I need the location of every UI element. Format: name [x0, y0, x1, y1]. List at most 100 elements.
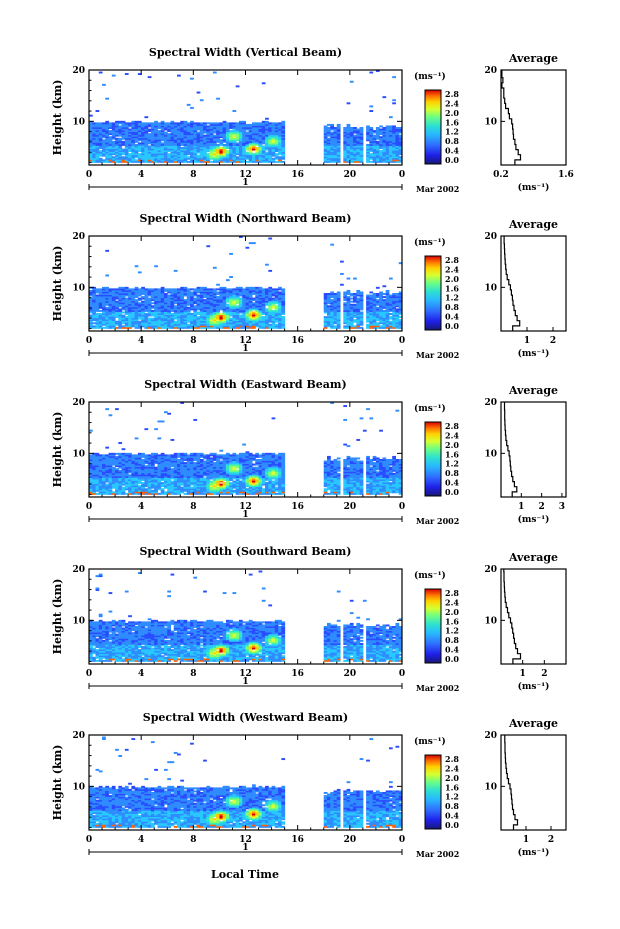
- profile-frame: [500, 734, 567, 831]
- colorbar-tick-label: 1.2: [445, 792, 459, 802]
- colorbar-tick-label: 0.4: [445, 146, 459, 156]
- colorbar-tick-label: 2.4: [445, 597, 459, 607]
- colorbar-tick-label: 1.6: [445, 283, 459, 293]
- x-tick-label: 16: [291, 502, 304, 512]
- date-marker: 1: [242, 843, 248, 853]
- y-tick-label: 10: [72, 117, 85, 127]
- x-tick-label: 20: [344, 669, 357, 679]
- x-tick-label: 0: [86, 835, 92, 845]
- y-axis-label: Height (km): [51, 745, 64, 821]
- colorbar-tick-label: 2.8: [445, 421, 459, 431]
- x-tick-label: 0: [399, 835, 405, 845]
- y-tick-label: 10: [72, 616, 85, 626]
- x-tick-label: 8: [190, 170, 196, 180]
- x-tick-label: 20: [344, 170, 357, 180]
- profile-y-tick-label: 20: [484, 66, 497, 76]
- profile-line: [503, 236, 521, 331]
- colorbar-tick-label: 2.8: [445, 89, 459, 99]
- panel-4: Spectral Width (Westward Beam)1020Height…: [51, 711, 567, 859]
- y-axis-label: Height (km): [51, 579, 64, 655]
- colorbar-tick-label: 0.0: [445, 321, 459, 331]
- profile-y-tick-label: 10: [484, 283, 497, 293]
- colorbar-tick-label: 0.4: [445, 478, 459, 488]
- date-marker: 1: [242, 677, 248, 687]
- x-tick-label: 20: [344, 336, 357, 346]
- profile-x-tick-label: 2: [541, 669, 547, 679]
- x-tick-label: 12: [239, 502, 252, 512]
- colorbar-tick-label: 0.0: [445, 155, 459, 165]
- x-tick-label: 0: [86, 170, 92, 180]
- profile-y-tick-label: 20: [484, 565, 497, 575]
- x-tick-label: 8: [190, 502, 196, 512]
- x-tick-label: 20: [344, 835, 357, 845]
- panel-0: Spectral Width (Vertical Beam) 10 20 Height…: [51, 46, 574, 194]
- profile-title: Average: [508, 218, 558, 231]
- panel-title: Spectral Width (Vertical Beam): [149, 46, 342, 59]
- colorbar-tick-label: 2.8: [445, 255, 459, 265]
- panel-2: Spectral Width (Eastward Beam)1020Height…: [51, 378, 567, 526]
- panel-title: Spectral Width (Northward Beam): [140, 212, 352, 225]
- colorbar: [424, 255, 442, 331]
- colorbar-tick-label: 1.2: [445, 459, 459, 469]
- colorbar-tick-label: 1.6: [445, 117, 459, 127]
- y-tick-label: 10: [72, 283, 85, 293]
- y-tick-label: 20: [72, 731, 85, 741]
- colorbar-tick-label: 2.0: [445, 274, 459, 284]
- date-label: Mar 2002: [416, 849, 459, 859]
- y-tick-label: 10: [72, 449, 85, 459]
- date-label: Mar 2002: [416, 516, 459, 526]
- profile-frame: [500, 568, 567, 665]
- x-tick-label: 0: [399, 502, 405, 512]
- profile-title: Average: [508, 717, 558, 730]
- x-tick-label: 16: [291, 170, 304, 180]
- profile-y-tick-label: 20: [484, 232, 497, 242]
- colorbar-tick-label: 1.2: [445, 293, 459, 303]
- x-tick-label: 8: [190, 835, 196, 845]
- profile-x-tick-label: 1: [518, 502, 524, 512]
- colorbar-unit: (ms⁻¹): [414, 570, 446, 581]
- colorbar-tick-label: 2.8: [445, 588, 459, 598]
- colorbar: [424, 588, 442, 664]
- profile-x-tick-label: 3: [559, 502, 565, 512]
- colorbar-tick-label: 2.0: [445, 440, 459, 450]
- profile-x-tick-label: 2: [550, 336, 556, 346]
- y-tick-label: 20: [72, 565, 85, 575]
- colorbar-tick-label: 2.4: [445, 264, 459, 274]
- x-tick-label: 0: [86, 669, 92, 679]
- profile-y-tick-label: 10: [484, 117, 497, 127]
- profile-x-label: (ms⁻¹): [518, 847, 550, 858]
- profile-frame: [500, 401, 567, 498]
- colorbar-tick-label: 2.0: [445, 607, 459, 617]
- colorbar-tick-label: 2.0: [445, 108, 459, 118]
- date-label: Mar 2002: [416, 184, 459, 194]
- x-tick-label: 4: [138, 170, 144, 180]
- panel-title: Spectral Width (Westward Beam): [143, 711, 348, 724]
- colorbar-tick-label: 2.4: [445, 763, 459, 773]
- date-marker: 1: [242, 344, 248, 354]
- profile-line: [504, 735, 519, 830]
- profile-x-tick-label: 2: [548, 835, 554, 845]
- profile-x-label: (ms⁻¹): [518, 514, 550, 525]
- colorbar: [424, 89, 442, 165]
- x-tick-label: 12: [239, 170, 252, 180]
- x-tick-label: 16: [291, 835, 304, 845]
- colorbar-tick-label: 0.0: [445, 820, 459, 830]
- colorbar: [424, 421, 442, 497]
- heatmap-cells: [89, 236, 403, 329]
- colorbar-tick-label: 0.4: [445, 645, 459, 655]
- profile-line: [501, 70, 522, 165]
- profile-y-tick-label: 10: [484, 616, 497, 626]
- profile-x-tick-label: 1: [524, 336, 530, 346]
- x-tick-label: 12: [239, 336, 252, 346]
- y-axis-label: Height (km): [51, 80, 64, 156]
- x-tick-label: 8: [190, 336, 196, 346]
- y-axis-label: Height (km): [51, 246, 64, 322]
- colorbar-tick-label: 2.0: [445, 773, 459, 783]
- colorbar-tick-label: 0.4: [445, 312, 459, 322]
- heatmap-cells: [89, 70, 403, 163]
- colorbar-tick-label: 2.8: [445, 754, 459, 764]
- colorbar-tick-label: 0.0: [445, 487, 459, 497]
- date-label: Mar 2002: [416, 683, 459, 693]
- profile-y-tick-label: 20: [484, 731, 497, 741]
